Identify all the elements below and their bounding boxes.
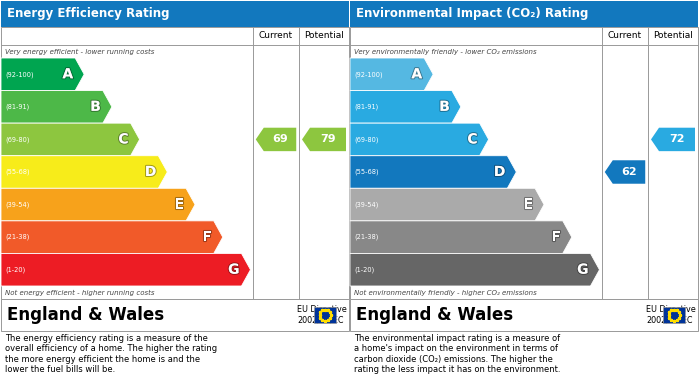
Bar <box>1 27 349 299</box>
Text: Environmental Impact (CO₂) Rating: Environmental Impact (CO₂) Rating <box>356 7 589 20</box>
Text: England & Wales: England & Wales <box>356 306 513 324</box>
Text: (55-68): (55-68) <box>354 169 379 175</box>
Bar <box>350 1 698 27</box>
Text: England & Wales: England & Wales <box>7 306 164 324</box>
Text: The energy efficiency rating is a measure of the
overall efficiency of a home. T: The energy efficiency rating is a measur… <box>5 334 217 374</box>
Polygon shape <box>1 253 251 286</box>
Text: D: D <box>145 165 156 179</box>
Bar <box>1 299 349 331</box>
Text: (21-38): (21-38) <box>354 234 379 240</box>
Text: EU Directive
2002/91/EC: EU Directive 2002/91/EC <box>297 305 346 325</box>
Text: (69-80): (69-80) <box>354 136 379 143</box>
Bar <box>663 307 685 323</box>
Polygon shape <box>605 160 645 184</box>
Bar <box>350 27 698 299</box>
Text: (1-20): (1-20) <box>5 266 25 273</box>
Text: (81-91): (81-91) <box>5 104 29 110</box>
Text: E: E <box>174 197 184 212</box>
Polygon shape <box>350 123 489 156</box>
Polygon shape <box>1 91 112 123</box>
Text: Potential: Potential <box>304 32 344 41</box>
Polygon shape <box>350 91 461 123</box>
Polygon shape <box>350 188 544 221</box>
Text: B: B <box>440 100 450 114</box>
Bar <box>350 299 698 331</box>
Text: 62: 62 <box>621 167 637 177</box>
Polygon shape <box>350 253 599 286</box>
Polygon shape <box>256 128 296 151</box>
Bar <box>314 307 336 323</box>
Text: (39-54): (39-54) <box>5 201 29 208</box>
Polygon shape <box>1 156 167 188</box>
Text: 72: 72 <box>670 135 685 144</box>
Polygon shape <box>651 128 695 151</box>
Text: E: E <box>524 197 533 212</box>
Text: G: G <box>228 263 239 277</box>
Text: B: B <box>90 100 101 114</box>
Text: A: A <box>62 67 74 81</box>
Text: The environmental impact rating is a measure of
a home's impact on the environme: The environmental impact rating is a mea… <box>354 334 561 374</box>
Bar <box>1 1 349 27</box>
Text: D: D <box>494 165 505 179</box>
Text: (69-80): (69-80) <box>5 136 29 143</box>
Polygon shape <box>1 123 139 156</box>
Text: Potential: Potential <box>653 32 693 41</box>
Text: C: C <box>468 133 477 146</box>
Polygon shape <box>1 188 195 221</box>
Text: (92-100): (92-100) <box>354 71 383 77</box>
Text: Very environmentally friendly - lower CO₂ emissions: Very environmentally friendly - lower CO… <box>354 48 537 55</box>
Text: Not energy efficient - higher running costs: Not energy efficient - higher running co… <box>5 289 155 296</box>
Text: Current: Current <box>259 32 293 41</box>
Text: EU Directive
2002/91/EC: EU Directive 2002/91/EC <box>646 305 696 325</box>
Text: (81-91): (81-91) <box>354 104 378 110</box>
Polygon shape <box>350 156 517 188</box>
Text: C: C <box>118 133 129 146</box>
Polygon shape <box>1 221 223 253</box>
Text: Very energy efficient - lower running costs: Very energy efficient - lower running co… <box>5 48 155 55</box>
Text: F: F <box>552 230 561 244</box>
Text: (1-20): (1-20) <box>354 266 374 273</box>
Text: A: A <box>412 67 422 81</box>
Polygon shape <box>350 58 433 91</box>
Text: G: G <box>577 263 589 277</box>
Text: F: F <box>202 230 212 244</box>
Text: (92-100): (92-100) <box>5 71 34 77</box>
Text: (55-68): (55-68) <box>5 169 29 175</box>
Polygon shape <box>350 221 572 253</box>
Polygon shape <box>1 58 84 91</box>
Text: (21-38): (21-38) <box>5 234 29 240</box>
Text: Current: Current <box>608 32 642 41</box>
Text: Energy Efficiency Rating: Energy Efficiency Rating <box>7 7 169 20</box>
Text: (39-54): (39-54) <box>354 201 379 208</box>
Text: 79: 79 <box>321 135 336 144</box>
Polygon shape <box>302 128 346 151</box>
Text: Not environmentally friendly - higher CO₂ emissions: Not environmentally friendly - higher CO… <box>354 289 537 296</box>
Text: 69: 69 <box>272 135 288 144</box>
